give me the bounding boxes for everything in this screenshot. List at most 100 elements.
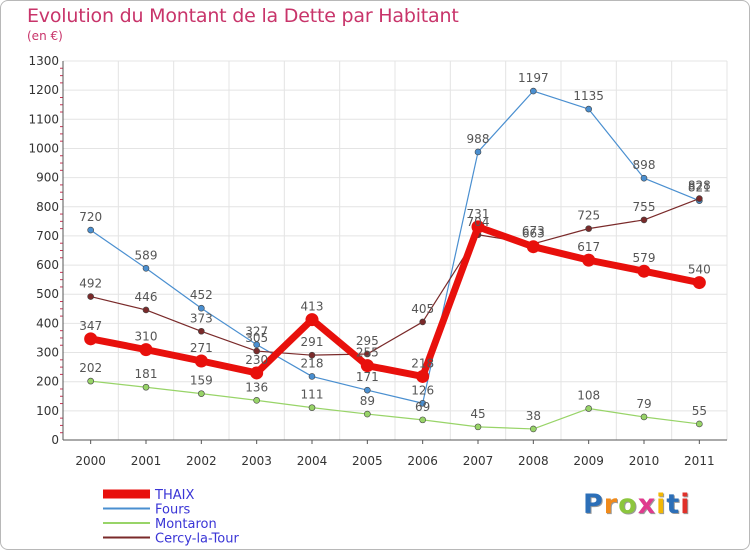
legend-label: Fours [155,503,191,518]
data-point [84,332,98,346]
y-tick-label: 400 [36,316,59,330]
data-label: 828 [688,179,711,193]
data-label: 218 [301,356,324,370]
data-point [198,304,205,312]
data-label: 55 [692,404,707,418]
data-label: 89 [360,394,375,408]
data-label: 38 [526,409,541,423]
data-point [474,148,482,156]
x-tick-label: 2005 [352,454,383,468]
data-label: 821 [688,181,711,195]
data-label: 347 [79,319,102,333]
data-label: 988 [467,132,490,146]
data-point [696,195,703,202]
data-label: 271 [190,341,213,355]
data-label: 731 [467,207,490,221]
x-tick-label: 2002 [186,454,217,468]
data-label: 725 [577,209,600,223]
data-label: 45 [470,407,485,421]
data-point [308,404,316,411]
data-label: 452 [190,288,213,302]
data-label: 755 [633,200,656,214]
data-point [142,306,150,314]
data-point [250,366,264,380]
data-point [364,410,371,418]
data-point [87,293,94,300]
series-line [90,380,700,430]
data-label: 704 [467,215,490,229]
data-point [419,318,426,326]
data-point [471,220,485,234]
data-label: 69 [415,400,430,414]
x-tick-label: 2003 [241,454,272,468]
data-label: 111 [301,388,324,402]
logo-letter: i [680,489,691,520]
x-tick-label: 2008 [518,454,549,468]
data-point [585,105,592,113]
logo-letter: t [666,489,681,520]
data-point [364,386,371,394]
data-point [87,226,94,234]
data-label: 540 [688,263,711,277]
data-point [530,87,537,95]
data-point [416,369,430,383]
data-point [585,405,592,412]
data-point [253,347,260,355]
data-point [253,341,260,348]
x-tick-label: 2009 [573,454,604,468]
data-label: 171 [356,370,379,384]
data-point [696,420,703,428]
data-point [360,359,374,373]
data-label: 79 [636,397,651,411]
y-tick-label: 700 [36,229,59,243]
y-tick-label: 500 [36,287,59,301]
legend-label: Cercy-la-Tour [155,532,239,547]
series-line [87,223,703,380]
data-label: 108 [577,389,600,403]
y-tick-label: 200 [36,375,59,389]
y-tick-label: 1200 [28,83,59,97]
data-label: 136 [245,380,268,394]
data-label: 1135 [573,89,604,103]
data-label: 579 [633,251,656,265]
y-tick-label: 1300 [28,54,59,68]
data-label: 492 [79,277,102,291]
data-point [692,276,706,290]
data-point [582,253,596,267]
x-tick-label: 2010 [629,454,660,468]
data-label: 181 [135,367,158,381]
data-point [640,413,648,421]
data-point [308,373,316,380]
x-tick-label: 2011 [684,454,715,468]
legend-label: THAIX [154,488,194,503]
data-point [305,313,319,327]
data-point [640,174,648,182]
logo-letter: P [583,489,604,520]
data-label: 218 [411,356,434,370]
proxiti-logo: Proxiti [583,489,691,520]
data-label: 446 [135,290,158,304]
y-tick-label: 600 [36,258,59,272]
data-point [585,225,592,232]
data-label: 230 [245,353,268,367]
data-label: 673 [522,224,545,238]
data-label: 898 [633,158,656,172]
data-label: 413 [301,300,324,314]
data-point [87,377,94,385]
y-tick-label: 1000 [28,141,59,155]
data-point [640,216,648,224]
data-label: 295 [356,334,379,348]
chart-subtitle: (en €) [27,29,63,43]
y-tick-label: 100 [36,404,59,418]
data-point [419,399,426,407]
data-label: 617 [577,240,600,254]
data-label: 1197 [518,71,549,85]
logo-letter: o [618,489,638,520]
data-point [637,264,651,278]
data-label: 255 [356,346,379,360]
logo-letter: x [637,489,657,520]
data-point [194,354,208,368]
data-point [364,350,371,358]
